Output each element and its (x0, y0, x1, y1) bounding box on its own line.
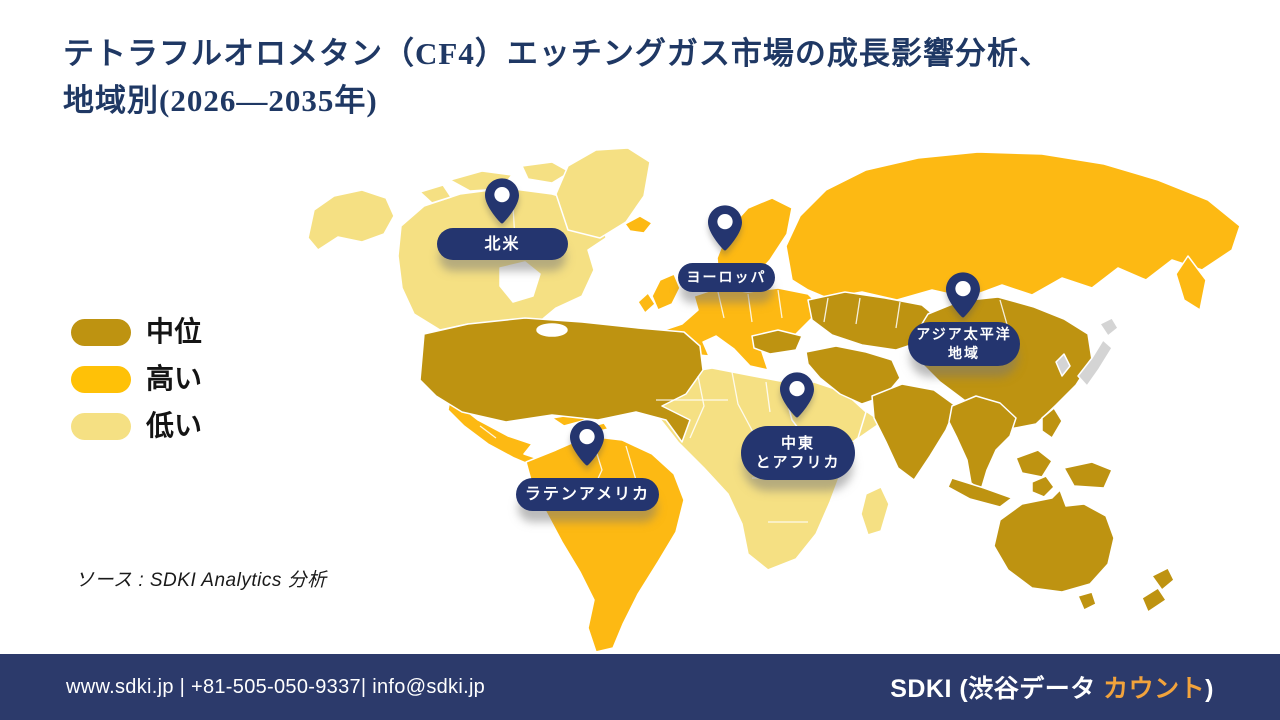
region-korea (1055, 353, 1071, 377)
map-label-latin-america: ラテンアメリカ (516, 478, 659, 511)
region-japan-honshu (1077, 339, 1113, 387)
title-line-1: テトラフルオロメタン（CF4）エッチングガス市場の成長影響分析、 (63, 36, 1051, 71)
hudson-bay (499, 261, 541, 303)
legend-label-low: 低い (146, 410, 203, 441)
region-tasmania (1077, 591, 1097, 611)
region-new-zealand-north (1151, 567, 1175, 591)
legend-swatch-medium (71, 318, 131, 346)
region-australia (993, 489, 1115, 593)
region-south-america (525, 435, 685, 653)
region-turkey (751, 329, 803, 355)
map-pin-north-america (485, 178, 519, 224)
region-arctic-island-2 (521, 161, 571, 184)
footer-brand-highlight: カウント (1103, 675, 1206, 703)
region-southeast-asia (948, 395, 1017, 491)
map-pin-latin-america (570, 420, 604, 466)
legend-item-low: 低い (71, 412, 202, 440)
footer-brand-suffix: ) (1205, 675, 1214, 703)
region-philippines (1041, 407, 1063, 439)
region-arctic-island-3 (419, 184, 452, 204)
legend-swatch-low (71, 412, 131, 440)
footer-contact: www.sdki.jp | +81-505-050-9337| info@sdk… (66, 675, 486, 698)
region-borneo (1015, 449, 1053, 478)
world-map: 北米 ヨーロッパ アジア太平洋 地域 中東 とアフリカ (300, 138, 1245, 655)
region-sumatra-java (947, 477, 1013, 508)
region-india (871, 383, 957, 481)
legend-item-medium: 中位 (71, 318, 202, 346)
map-label-europe: ヨーロッパ (678, 263, 775, 292)
legend-label-high: 高い (146, 363, 203, 394)
region-alaska (307, 189, 395, 251)
legend: 中位 高い 低い (71, 318, 202, 459)
region-iceland (624, 215, 653, 234)
region-usa (419, 317, 704, 443)
region-new-guinea (1063, 461, 1113, 489)
region-sulawesi (1031, 475, 1055, 498)
title-line-2: 地域別(2026—2035年) (63, 83, 378, 118)
region-madagascar (860, 486, 890, 536)
region-new-zealand-south (1141, 587, 1167, 613)
world-map-svg (307, 147, 1241, 653)
great-lakes (536, 323, 568, 337)
map-label-middle-east-africa-line1: 中東 (780, 435, 815, 452)
footer-bar: www.sdki.jp | +81-505-050-9337| info@sdk… (0, 654, 1280, 720)
map-label-asia-pacific-line2: 地域 (948, 345, 980, 361)
region-japan-hokkaido (1099, 317, 1119, 337)
source-note: ソース : SDKI Analytics 分析 (75, 570, 327, 591)
map-label-north-america-text: 北米 (484, 235, 521, 253)
map-label-asia-pacific-line1: アジア太平洋 (916, 326, 1012, 342)
map-label-middle-east-africa: 中東 とアフリカ (741, 426, 855, 480)
legend-label-medium: 中位 (146, 316, 203, 347)
footer-brand: SDKI (渋谷データ カウント) (890, 669, 1214, 705)
map-label-latin-america-text: ラテンアメリカ (524, 486, 651, 503)
map-pin-europe (708, 205, 742, 251)
region-greenland (555, 147, 651, 239)
legend-item-high: 高い (71, 365, 202, 393)
region-uk (651, 273, 681, 311)
map-label-europe-text: ヨーロッパ (686, 269, 767, 285)
map-label-asia-pacific: アジア太平洋 地域 (908, 322, 1020, 366)
page-title: テトラフルオロメタン（CF4）エッチングガス市場の成長影響分析、 地域別(202… (63, 30, 1223, 124)
legend-swatch-high (71, 365, 131, 393)
region-ireland (637, 292, 656, 314)
map-label-north-america: 北米 (437, 228, 568, 260)
footer-brand-prefix: SDKI (渋谷データ (890, 675, 1104, 703)
map-pin-asia-pacific (946, 272, 980, 318)
region-kamchatka (1175, 255, 1207, 311)
map-label-middle-east-africa-line2: とアフリカ (755, 454, 841, 471)
region-russia (785, 151, 1241, 301)
map-pin-middle-east-africa (780, 372, 814, 418)
